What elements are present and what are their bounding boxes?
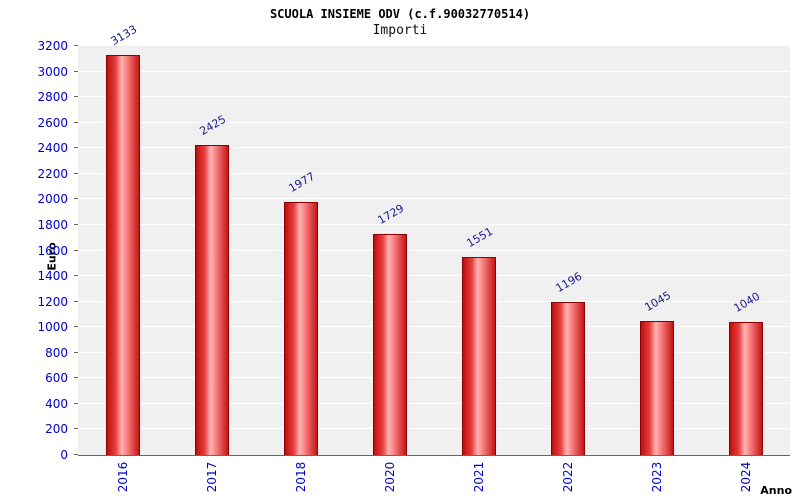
grid-line bbox=[78, 70, 790, 72]
y-tick-mark bbox=[74, 121, 78, 123]
y-tick-mark bbox=[74, 147, 78, 149]
y-tick-mark bbox=[74, 275, 78, 277]
grid-line bbox=[78, 275, 790, 277]
y-tick-mark bbox=[74, 402, 78, 404]
bar-value-label: 1045 bbox=[642, 289, 673, 315]
bar bbox=[461, 256, 496, 455]
x-tick-label: 2016 bbox=[115, 461, 130, 493]
y-tick-mark bbox=[74, 45, 78, 46]
y-tick-label: 3000 bbox=[37, 64, 68, 79]
y-tick-label: 600 bbox=[45, 371, 68, 386]
x-tick-label: 2018 bbox=[293, 461, 308, 493]
grid-line bbox=[78, 326, 790, 328]
y-tick-label: 1800 bbox=[37, 217, 68, 232]
bar-value-label: 2425 bbox=[197, 112, 228, 139]
grid-line bbox=[78, 300, 790, 302]
bar bbox=[105, 54, 140, 455]
y-tick-label: 1600 bbox=[37, 243, 68, 258]
grid-line bbox=[78, 377, 790, 379]
bar-value-label: 1977 bbox=[286, 170, 317, 196]
y-tick-label: 3200 bbox=[37, 39, 68, 53]
grid-line bbox=[78, 198, 790, 200]
bar bbox=[728, 322, 763, 455]
y-tick-label: 200 bbox=[45, 422, 68, 437]
chart-title: SCUOLA INSIEME ODV (c.f.90032770514) bbox=[269, 7, 531, 21]
y-tick-label: 800 bbox=[45, 345, 68, 360]
bar bbox=[639, 321, 674, 455]
y-tick-label: 2600 bbox=[37, 115, 68, 130]
grid-line bbox=[78, 428, 790, 430]
y-tick-label: 2400 bbox=[37, 141, 68, 156]
grid-line bbox=[78, 249, 790, 251]
x-axis-label: Anno bbox=[760, 484, 792, 497]
chart-subtitle: Importi bbox=[372, 23, 428, 38]
y-tick-mark bbox=[74, 326, 78, 328]
grid-line bbox=[78, 172, 790, 174]
plot-area: 3133 2425 1977 1729 1551 1196 1045 1040 bbox=[78, 22, 790, 456]
y-tick-mark bbox=[74, 96, 78, 98]
bar bbox=[283, 202, 318, 455]
x-tick-label: 2020 bbox=[382, 461, 397, 493]
x-tick-label: 2021 bbox=[471, 461, 486, 493]
y-tick-label: 0 bbox=[60, 448, 68, 462]
grid-line bbox=[78, 147, 790, 149]
grid-line bbox=[78, 96, 790, 98]
y-tick-label: 2800 bbox=[37, 90, 68, 105]
y-tick-label: 1000 bbox=[37, 320, 68, 335]
grid-line bbox=[78, 351, 790, 353]
grid-line bbox=[78, 402, 790, 404]
y-tick-mark bbox=[74, 198, 78, 200]
x-tick-label: 2024 bbox=[738, 461, 753, 493]
x-axis: 2016 2017 2018 2020 2021 2022 2023 2024 bbox=[78, 456, 790, 500]
y-tick-label: 1400 bbox=[37, 269, 68, 284]
y-tick-mark bbox=[74, 249, 78, 251]
y-tick-mark bbox=[74, 300, 78, 302]
x-tick-label: 2023 bbox=[649, 461, 664, 493]
y-tick-mark bbox=[74, 172, 78, 174]
bar-value-label: 1040 bbox=[731, 289, 762, 316]
y-axis: 0 200 400 600 800 1000 1200 1400 1600 1800 2000 220… bbox=[0, 40, 78, 461]
grid-line bbox=[78, 121, 790, 123]
y-tick-label: 2000 bbox=[37, 192, 68, 207]
bar-value-label: 1196 bbox=[553, 269, 584, 296]
bar bbox=[194, 145, 229, 455]
y-tick-mark bbox=[74, 377, 78, 379]
y-tick-label: 1200 bbox=[37, 294, 68, 309]
y-tick-mark bbox=[74, 223, 78, 225]
y-tick-mark bbox=[74, 70, 78, 72]
y-tick-mark bbox=[74, 428, 78, 430]
y-tick-label: 2200 bbox=[37, 166, 68, 181]
grid-line bbox=[78, 45, 790, 46]
y-tick-mark bbox=[74, 351, 78, 353]
y-tick-mark bbox=[74, 454, 78, 455]
y-tick-label: 400 bbox=[45, 396, 68, 411]
x-tick-label: 2017 bbox=[204, 461, 219, 493]
bar-value-label: 1551 bbox=[464, 224, 495, 250]
x-tick-label: 2022 bbox=[560, 461, 575, 493]
grid-line bbox=[78, 223, 790, 225]
bar bbox=[372, 234, 407, 455]
bar bbox=[550, 302, 585, 455]
